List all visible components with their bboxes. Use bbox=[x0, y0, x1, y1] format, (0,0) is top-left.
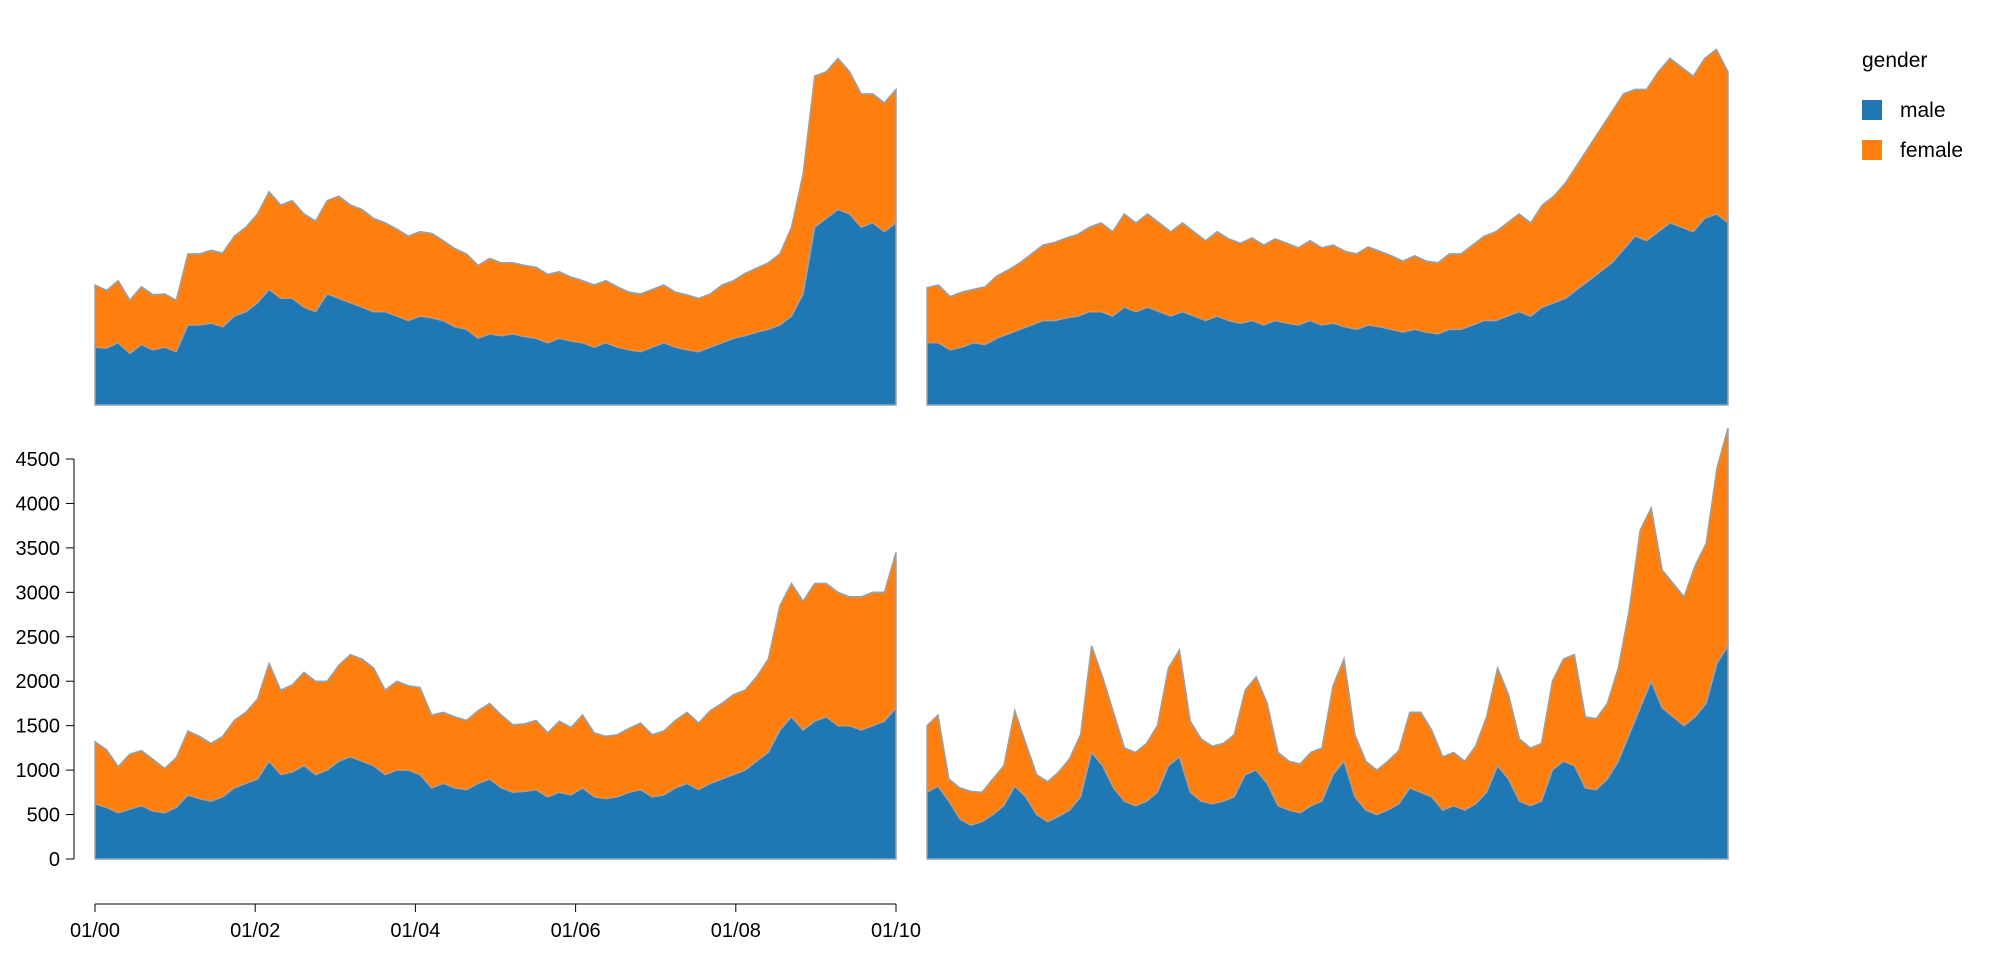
legend-title: gender bbox=[1862, 49, 1927, 72]
x-tick-label: 01/00 bbox=[70, 920, 120, 942]
y-tick-label: 2000 bbox=[16, 671, 61, 693]
legend-swatch-male bbox=[1862, 100, 1882, 120]
legend-label-female: female bbox=[1900, 139, 1963, 162]
area-female-bottom-right bbox=[926, 427, 1729, 827]
area-male-bottom-right bbox=[926, 643, 1729, 860]
area-male-top-right bbox=[926, 213, 1729, 406]
panel-bottom-left bbox=[94, 552, 897, 860]
panel-bottom-right bbox=[926, 427, 1729, 860]
chart-panels bbox=[94, 48, 1729, 860]
y-tick-label: 3000 bbox=[16, 582, 61, 604]
y-tick-label: 4000 bbox=[16, 493, 61, 515]
chart-axes: 0 500 1000 1500 2000 2500 3000 3500 4000 4500 01/0… bbox=[16, 449, 922, 942]
y-tick-label: 500 bbox=[27, 805, 60, 827]
y-tick-label: 0 bbox=[49, 849, 60, 871]
y-tick-label: 4500 bbox=[16, 449, 61, 471]
x-tick-label: 01/08 bbox=[711, 920, 761, 942]
x-tick-label: 01/06 bbox=[551, 920, 601, 942]
panel-top-right bbox=[926, 48, 1729, 406]
x-tick-label: 01/04 bbox=[390, 920, 440, 942]
area-male-top-left bbox=[94, 208, 897, 406]
legend: gender male female bbox=[1862, 49, 1963, 162]
y-tick-label: 1000 bbox=[16, 760, 61, 782]
area-female-top-left bbox=[94, 57, 897, 355]
legend-label-male: male bbox=[1900, 99, 1946, 122]
x-tick-label: 01/02 bbox=[230, 920, 280, 942]
y-tick-label: 1500 bbox=[16, 716, 61, 738]
y-tick-label: 3500 bbox=[16, 538, 61, 560]
legend-swatch-female bbox=[1862, 140, 1882, 160]
panel-top-left bbox=[94, 57, 897, 406]
x-tick-label: 01/10 bbox=[871, 920, 921, 942]
y-tick-label: 2500 bbox=[16, 627, 61, 649]
area-male-bottom-left bbox=[94, 705, 897, 860]
